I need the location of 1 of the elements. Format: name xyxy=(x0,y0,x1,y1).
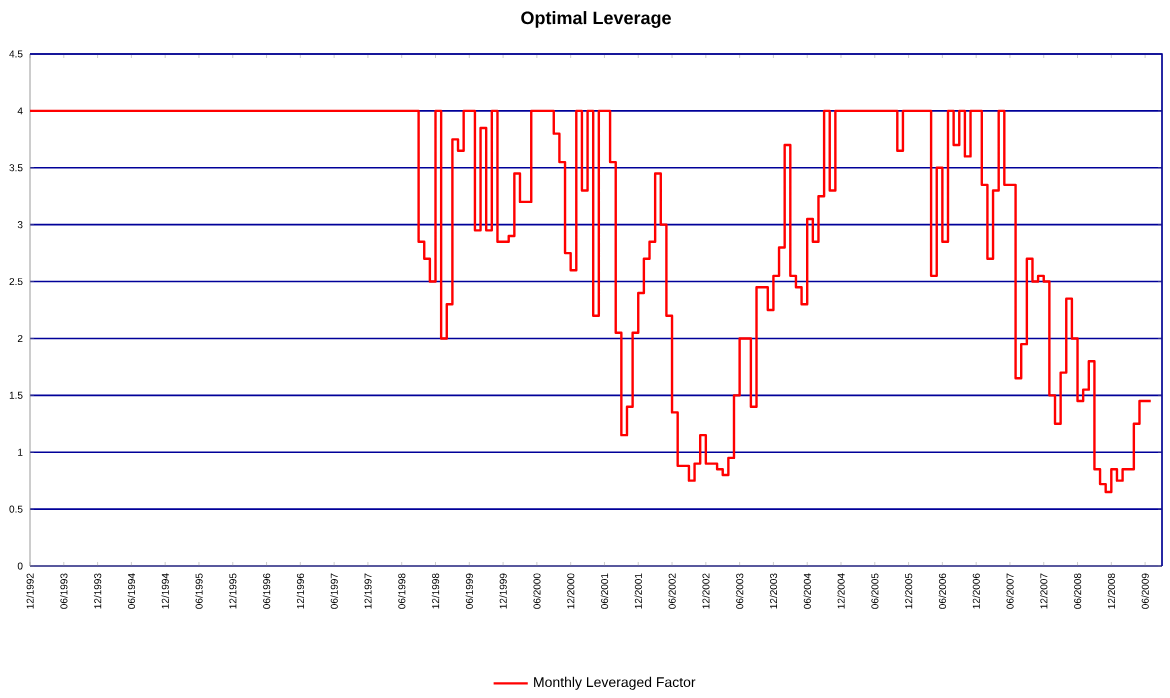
chart-title: Optimal Leverage xyxy=(521,11,671,28)
